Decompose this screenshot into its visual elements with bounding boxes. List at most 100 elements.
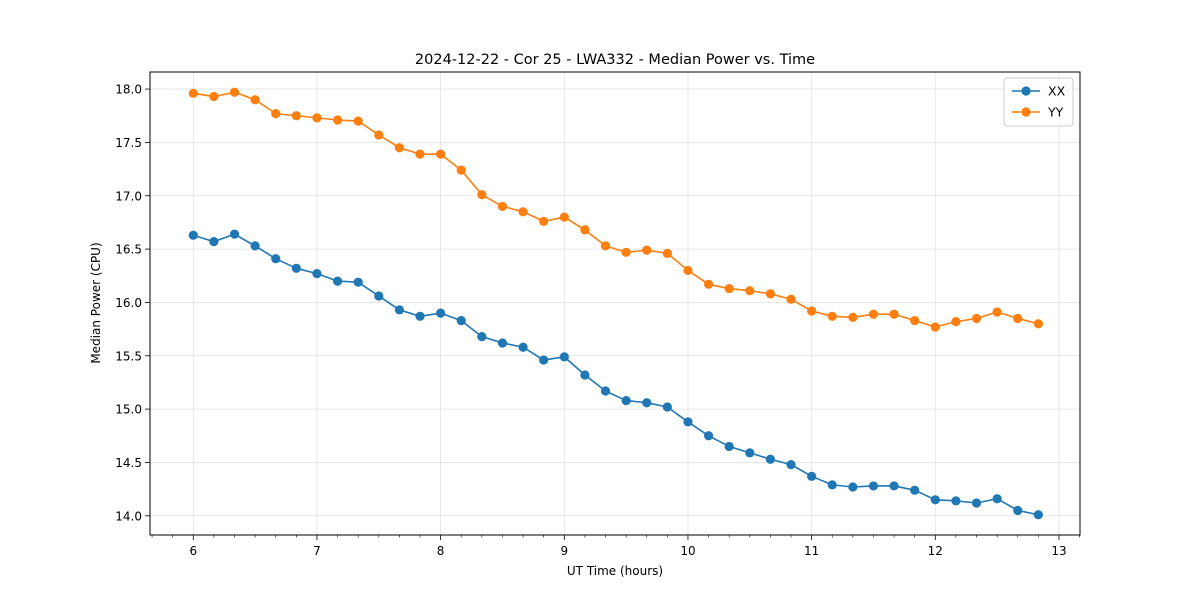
data-point-xx xyxy=(724,441,734,452)
data-point-xx xyxy=(765,454,776,464)
data-point-xx xyxy=(1033,510,1043,520)
data-point-yy xyxy=(951,317,961,327)
x-tick-label: 13 xyxy=(1051,544,1066,558)
y-axis: 14.0 14.5 15.0 15.5 16.0 16.5 17.0 17.5 18.0 xyxy=(115,83,150,523)
data-point-yy xyxy=(394,143,405,153)
legend-label-yy: YY xyxy=(1047,105,1064,120)
legend-marker-yy xyxy=(1021,107,1031,117)
data-point-xx xyxy=(374,291,384,301)
data-point-yy xyxy=(580,225,590,235)
data-point-xx xyxy=(312,269,322,279)
data-point-yy xyxy=(621,247,631,257)
data-point-xx xyxy=(539,355,549,365)
data-point-yy xyxy=(971,313,982,324)
data-point-xx xyxy=(229,229,240,239)
data-point-yy xyxy=(683,265,693,276)
data-point-xx xyxy=(497,338,508,348)
data-point-yy xyxy=(415,149,425,159)
y-tick-label: 17.5 xyxy=(115,136,142,150)
data-point-yy xyxy=(1013,313,1023,324)
y-tick-label: 17.0 xyxy=(115,189,142,203)
y-tick-label: 15.0 xyxy=(115,403,142,417)
data-point-yy xyxy=(332,115,343,125)
data-point-xx xyxy=(600,386,611,396)
data-point-yy xyxy=(642,245,652,255)
data-point-yy xyxy=(848,312,858,322)
data-point-xx xyxy=(559,352,569,362)
data-point-xx xyxy=(394,305,405,315)
data-point-yy xyxy=(1033,319,1043,329)
data-point-xx xyxy=(518,342,528,352)
data-point-yy xyxy=(724,283,734,294)
series-xx xyxy=(188,229,1043,520)
data-point-yy xyxy=(374,130,384,140)
data-point-yy xyxy=(539,216,549,226)
legend-item-yy: YY xyxy=(1012,105,1064,120)
data-point-xx xyxy=(456,315,466,326)
data-point-yy xyxy=(497,201,508,212)
y-tick-label: 18.0 xyxy=(115,83,142,97)
data-point-xx xyxy=(951,496,961,506)
legend-marker-xx xyxy=(1021,86,1031,96)
legend-label-xx: XX xyxy=(1048,84,1066,99)
data-point-xx xyxy=(703,431,714,441)
data-point-xx xyxy=(848,482,858,492)
chart-title: 2024-12-22 - Cor 25 - LWA332 - Median Po… xyxy=(415,52,815,68)
data-point-yy xyxy=(229,87,240,97)
data-point-yy xyxy=(559,212,569,222)
data-point-yy xyxy=(827,311,837,321)
data-point-yy xyxy=(703,279,714,289)
data-point-xx xyxy=(662,402,672,412)
data-point-xx xyxy=(786,459,796,470)
x-tick-label: 12 xyxy=(928,544,943,558)
y-axis-label: Median Power (CPU) xyxy=(89,242,103,363)
data-point-yy xyxy=(291,111,301,121)
data-point-yy xyxy=(868,309,879,319)
data-point-yy xyxy=(456,165,466,175)
data-point-yy xyxy=(662,248,672,258)
data-point-xx xyxy=(827,480,837,490)
data-point-xx xyxy=(807,471,817,481)
data-point-xx xyxy=(209,237,219,247)
data-point-xx xyxy=(477,331,487,342)
data-point-xx xyxy=(642,398,652,408)
data-point-yy xyxy=(992,307,1002,317)
data-point-xx xyxy=(436,308,446,318)
data-point-xx xyxy=(930,495,940,505)
data-point-yy xyxy=(209,91,219,102)
x-tick-label: 9 xyxy=(560,544,568,558)
data-point-yy xyxy=(353,116,363,126)
data-point-yy xyxy=(786,294,796,304)
x-tick-label: 11 xyxy=(804,544,819,558)
data-point-xx xyxy=(250,241,260,251)
data-point-yy xyxy=(250,95,260,105)
data-point-xx xyxy=(271,254,281,264)
data-point-xx xyxy=(745,448,755,458)
x-tick-label: 10 xyxy=(680,544,695,558)
data-point-xx xyxy=(353,277,363,287)
x-axis-label: UT Time (hours) xyxy=(567,564,663,578)
data-point-yy xyxy=(765,289,776,299)
series-group xyxy=(188,87,1043,520)
y-tick-label: 14.5 xyxy=(115,456,142,470)
data-point-xx xyxy=(889,481,899,491)
legend-frame xyxy=(1003,77,1074,127)
data-point-yy xyxy=(477,190,487,200)
y-tick-label: 14.0 xyxy=(115,509,142,523)
plot-frame xyxy=(149,71,1081,536)
data-point-xx xyxy=(188,230,198,240)
data-point-xx xyxy=(868,481,879,491)
data-point-xx xyxy=(683,417,693,427)
data-point-yy xyxy=(930,322,940,332)
data-point-yy xyxy=(271,109,281,119)
x-tick-label: 6 xyxy=(189,544,197,558)
data-point-xx xyxy=(1013,505,1023,516)
data-point-xx xyxy=(332,276,343,286)
data-point-yy xyxy=(436,149,446,159)
data-point-yy xyxy=(807,306,817,316)
x-tick-label: 8 xyxy=(437,544,445,558)
data-point-xx xyxy=(910,485,920,495)
y-tick-label: 15.5 xyxy=(115,349,142,363)
y-tick-label: 16.5 xyxy=(115,243,142,257)
